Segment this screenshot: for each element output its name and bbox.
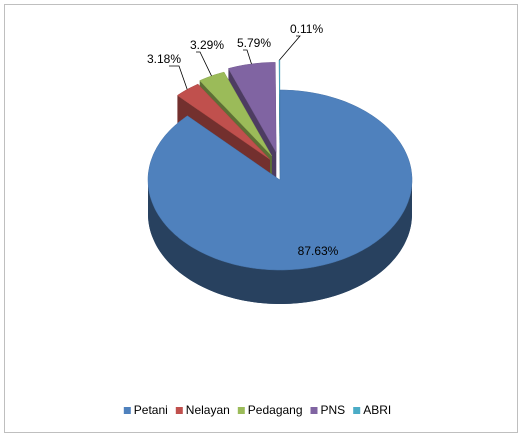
slice [147, 89, 413, 271]
data-label: 0.11% [290, 22, 323, 36]
legend-swatch [123, 407, 131, 414]
legend-item: ABRI [353, 403, 391, 417]
leader-line [196, 51, 212, 77]
data-label: 3.18% [147, 52, 181, 66]
legend-swatch [353, 407, 361, 414]
data-label: 3.29% [190, 38, 224, 52]
legend-swatch [175, 407, 183, 414]
legend-item: PNS [310, 403, 346, 417]
legend-label: ABRI [363, 403, 391, 417]
legend-item: Nelayan [175, 403, 230, 417]
leader-line [279, 35, 301, 61]
slice [199, 71, 273, 157]
legend-swatch [310, 407, 318, 414]
pie: 87.63% 3.18% 3.29% 5.79% 0.11% [147, 22, 413, 304]
leader-line [243, 49, 252, 65]
legend: Petani Nelayan Pedagang PNS ABRI [123, 403, 391, 417]
legend-label: PNS [321, 403, 346, 417]
slice-side [148, 180, 412, 304]
legend-label: Petani [134, 403, 168, 417]
legend-label: Pedagang [248, 403, 303, 417]
legend-swatch [237, 407, 245, 414]
data-label: 5.79% [237, 36, 271, 50]
data-label: 87.63% [298, 244, 339, 258]
legend-label: Nelayan [186, 403, 230, 417]
legend-item: Petani [123, 403, 168, 417]
leader-line [169, 65, 188, 90]
legend-item: Pedagang [237, 403, 303, 417]
